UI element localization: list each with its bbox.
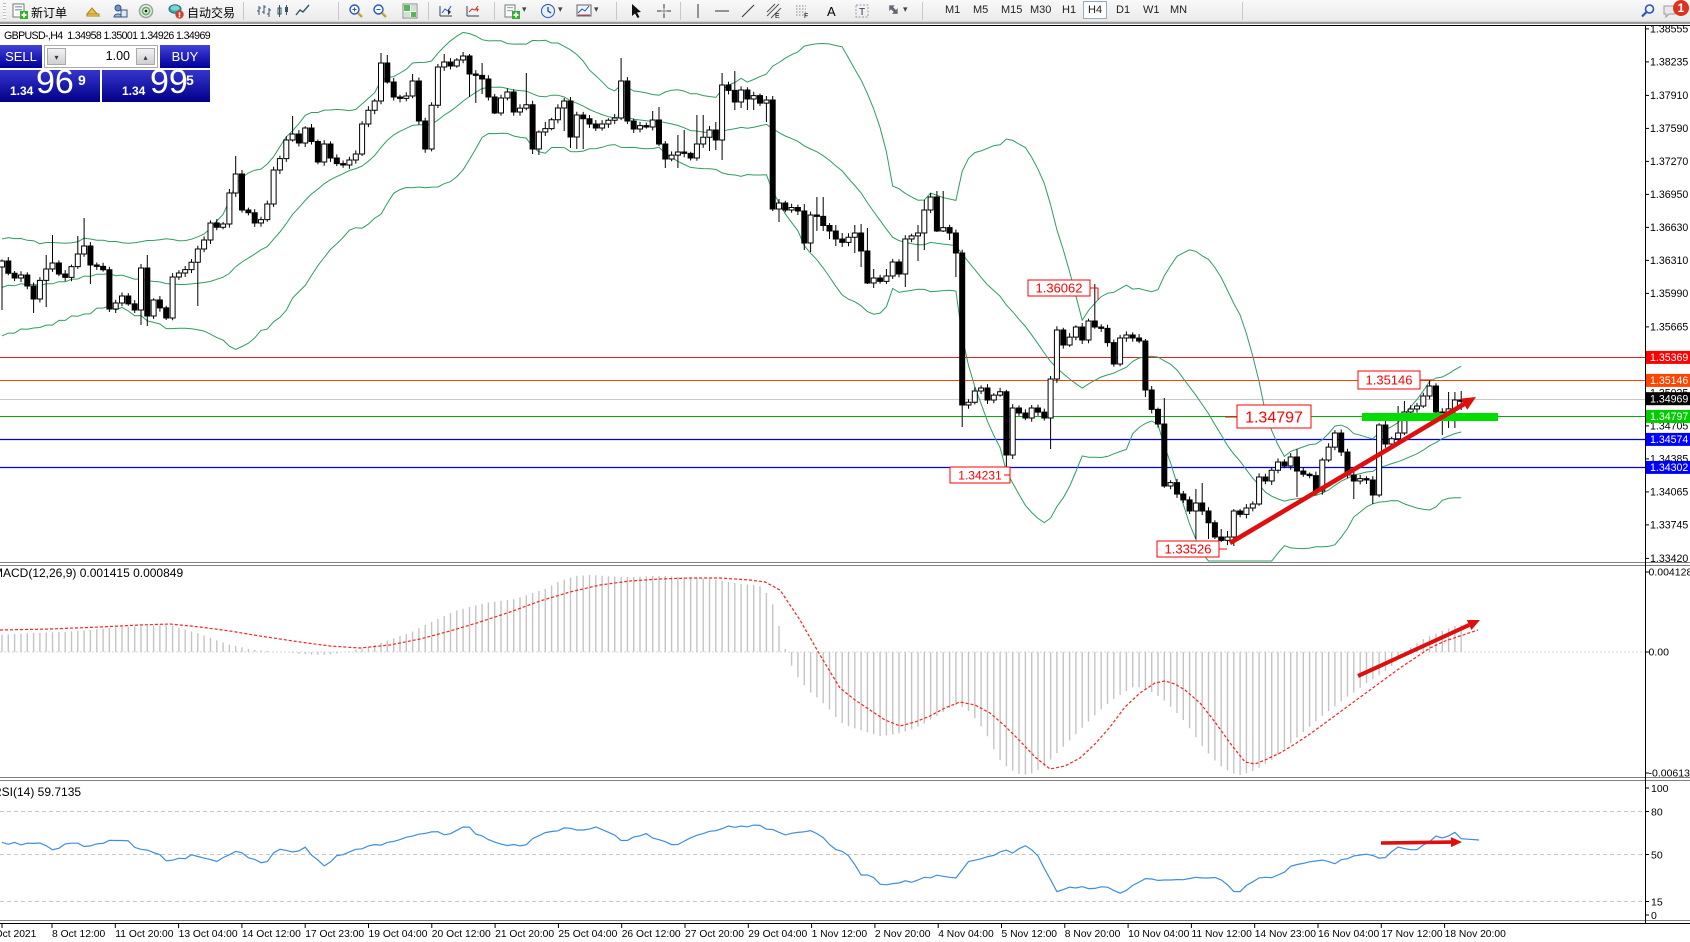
svg-text:10 Nov 04:00: 10 Nov 04:00 xyxy=(1128,929,1190,940)
svg-text:MACD(12,26,9) 0.001415 0.00084: MACD(12,26,9) 0.001415 0.000849 xyxy=(0,566,183,580)
svg-text:15: 15 xyxy=(1651,897,1663,909)
svg-text:2 Nov 20:00: 2 Nov 20:00 xyxy=(875,929,931,940)
svg-text:0.00: 0.00 xyxy=(1649,647,1670,659)
svg-text:1.34705: 1.34705 xyxy=(1650,421,1688,433)
svg-text:T: T xyxy=(859,7,865,18)
svg-text:1.36310: 1.36310 xyxy=(1650,255,1688,267)
svg-text:7 Oct 2021: 7 Oct 2021 xyxy=(0,929,37,940)
svg-text:1.34302: 1.34302 xyxy=(1650,462,1688,474)
svg-text:100: 100 xyxy=(1651,783,1669,795)
svg-text:19 Oct 04:00: 19 Oct 04:00 xyxy=(369,929,428,940)
svg-text:29 Oct 04:00: 29 Oct 04:00 xyxy=(748,929,807,940)
svg-text:1.36062: 1.36062 xyxy=(1036,281,1083,296)
svg-text:50: 50 xyxy=(1651,850,1663,862)
svg-text:1.36630: 1.36630 xyxy=(1650,222,1688,234)
svg-text:1.35146: 1.35146 xyxy=(1650,375,1688,387)
svg-text:14 Nov 23:00: 14 Nov 23:00 xyxy=(1255,929,1317,940)
svg-text:14 Oct 12:00: 14 Oct 12:00 xyxy=(242,929,301,940)
svg-text:1.34231: 1.34231 xyxy=(958,468,1002,482)
svg-text:1.35665: 1.35665 xyxy=(1650,322,1688,334)
svg-text:1.37270: 1.37270 xyxy=(1650,156,1688,168)
svg-text:1.33526: 1.33526 xyxy=(1165,542,1212,557)
svg-text:F: F xyxy=(804,13,808,19)
svg-text:-0.006132: -0.006132 xyxy=(1649,768,1690,780)
svg-text:17 Oct 23:00: 17 Oct 23:00 xyxy=(305,929,364,940)
svg-text:8 Oct 12:00: 8 Oct 12:00 xyxy=(52,929,106,940)
svg-text:1.34065: 1.34065 xyxy=(1650,487,1688,499)
svg-text:13 Oct 04:00: 13 Oct 04:00 xyxy=(179,929,238,940)
svg-text:E: E xyxy=(775,13,780,19)
svg-text:18 Nov 20:00: 18 Nov 20:00 xyxy=(1445,929,1507,940)
svg-text:1.33420: 1.33420 xyxy=(1650,553,1688,565)
svg-text:8 Nov 20:00: 8 Nov 20:00 xyxy=(1065,929,1121,940)
svg-text:27 Oct 20:00: 27 Oct 20:00 xyxy=(685,929,744,940)
svg-text:11 Nov 12:00: 11 Nov 12:00 xyxy=(1191,929,1252,940)
svg-text:RSI(14) 59.7135: RSI(14) 59.7135 xyxy=(0,785,81,799)
svg-text:0: 0 xyxy=(1651,910,1657,922)
svg-text:0.004128: 0.004128 xyxy=(1649,567,1690,579)
svg-text:25 Oct 04:00: 25 Oct 04:00 xyxy=(558,929,617,940)
svg-text:80: 80 xyxy=(1651,807,1663,819)
svg-text:20 Oct 12:00: 20 Oct 12:00 xyxy=(432,929,491,940)
svg-text:1 Nov 12:00: 1 Nov 12:00 xyxy=(812,929,868,940)
svg-text:1.35990: 1.35990 xyxy=(1650,288,1688,300)
svg-text:1.37910: 1.37910 xyxy=(1650,90,1688,102)
svg-text:1.34574: 1.34574 xyxy=(1650,434,1688,446)
svg-text:1.35146: 1.35146 xyxy=(1366,373,1413,388)
svg-text:5 Nov 12:00: 5 Nov 12:00 xyxy=(1002,929,1058,940)
svg-text:26 Oct 12:00: 26 Oct 12:00 xyxy=(622,929,681,940)
svg-text:4 Nov 04:00: 4 Nov 04:00 xyxy=(938,929,994,940)
svg-text:1.36950: 1.36950 xyxy=(1650,189,1688,201)
svg-text:17 Nov 12:00: 17 Nov 12:00 xyxy=(1381,929,1443,940)
svg-text:1.34797: 1.34797 xyxy=(1650,411,1688,423)
svg-text:1.37590: 1.37590 xyxy=(1650,123,1688,135)
svg-text:1.34797: 1.34797 xyxy=(1245,409,1303,426)
svg-text:1.38555: 1.38555 xyxy=(1650,24,1688,36)
svg-text:11 Oct 20:00: 11 Oct 20:00 xyxy=(115,929,173,940)
svg-text:1.38235: 1.38235 xyxy=(1650,57,1688,69)
svg-text:1.35369: 1.35369 xyxy=(1650,352,1688,364)
svg-text:1.34969: 1.34969 xyxy=(1650,394,1688,406)
svg-text:16 Nov 04:00: 16 Nov 04:00 xyxy=(1318,929,1380,940)
svg-text:21 Oct 20:00: 21 Oct 20:00 xyxy=(495,929,554,940)
svg-text:1.33745: 1.33745 xyxy=(1650,520,1688,532)
